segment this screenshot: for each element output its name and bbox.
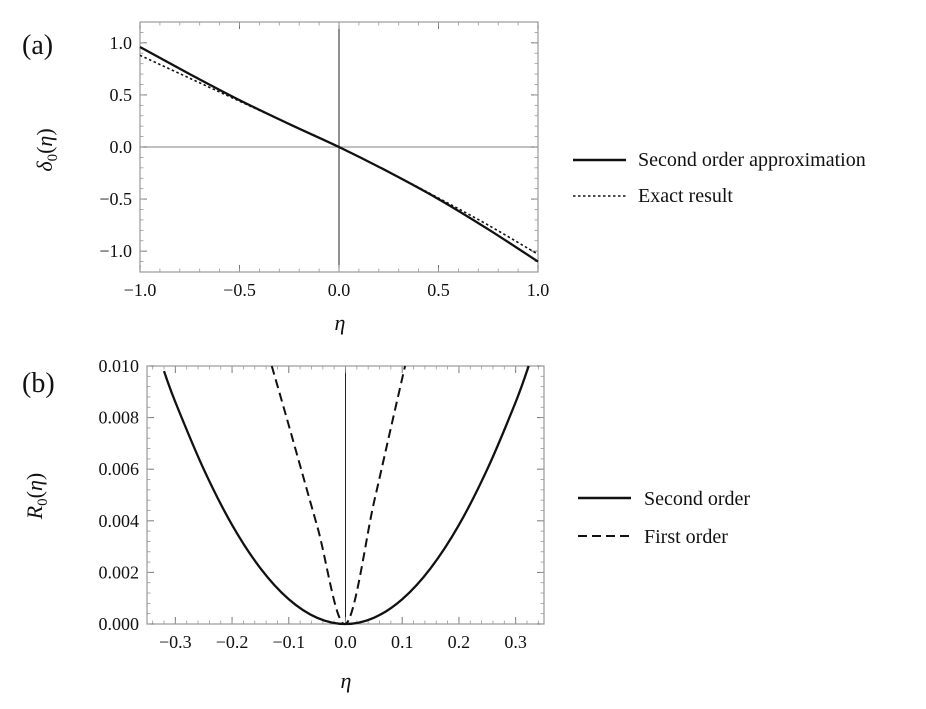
x-tick-label: −1.0 <box>124 280 157 300</box>
panel-a-y-axis-label: δ0(η) <box>32 128 61 171</box>
panel-a-x-axis-label: η <box>335 310 346 335</box>
y-tick-label: −1.0 <box>99 241 132 261</box>
panel-b-y-axis-label: R0(η) <box>22 473 51 521</box>
y-tick-label: 0.0 <box>110 137 133 157</box>
y-tick-label: 0.002 <box>99 562 140 582</box>
x-tick-label: 0.0 <box>328 280 351 300</box>
x-tick-label: 0.3 <box>504 632 527 652</box>
series-line-exact-result <box>139 54 539 255</box>
series-line-second-order-approximation <box>139 45 539 263</box>
x-tick-label: −0.3 <box>159 632 192 652</box>
panel-a-legend: Second order approximation Exact result <box>573 149 866 207</box>
panel-a-label: (a) <box>22 30 53 61</box>
y-tick-label: 0.008 <box>99 408 140 428</box>
y-tick-label: 0.006 <box>99 459 140 479</box>
y-tick-label: 1.0 <box>110 33 133 53</box>
x-tick-label: 0.1 <box>391 632 414 652</box>
x-tick-label: 0.5 <box>427 280 450 300</box>
panel-b-label: (b) <box>22 368 55 399</box>
legend-label-first-order: First order <box>644 526 728 548</box>
series-line-first-order <box>270 365 407 625</box>
panel-b-x-axis-label: η <box>341 668 352 693</box>
x-tick-label: −0.5 <box>223 280 256 300</box>
series-line-second-order <box>162 365 530 626</box>
x-tick-label: −0.2 <box>216 632 249 652</box>
legend-label-second-order: Second order <box>644 488 750 510</box>
legend-label-exact-result: Exact result <box>638 185 733 207</box>
y-tick-label: 0.010 <box>99 356 140 376</box>
x-tick-label: 0.0 <box>334 632 357 652</box>
panel-a: (a) −1.0 −0.5 0.0 0.5 1.0 −1.0 −0.5 0.0 0.5 1.0 η… <box>22 21 866 335</box>
x-tick-label: −0.1 <box>272 632 305 652</box>
panel-b-plot-area: −0.3 −0.2 −0.1 0.0 0.1 0.2 0.3 0.000 0.002 0.004 0… <box>99 356 545 652</box>
panel-b-legend: Second order First order <box>578 488 750 548</box>
y-tick-label: −0.5 <box>99 189 132 209</box>
y-tick-label: 0.004 <box>99 511 140 531</box>
panel-b: (b) −0.3 −0.2 −0.1 0.0 0.1 0.2 0.3 0.000 0.002 0.… <box>22 356 750 693</box>
x-tick-label: 1.0 <box>527 280 550 300</box>
x-tick-label: 0.2 <box>448 632 471 652</box>
legend-label-second-order-approximation: Second order approximation <box>638 149 866 171</box>
y-tick-label: 0.000 <box>99 614 140 634</box>
y-tick-label: 0.5 <box>110 85 133 105</box>
panel-a-plot-area: −1.0 −0.5 0.0 0.5 1.0 −1.0 −0.5 0.0 0.5 1.0 <box>99 21 550 300</box>
